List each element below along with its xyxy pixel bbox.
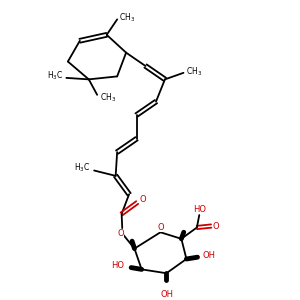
- Text: HO: HO: [111, 261, 124, 270]
- Text: H$_3$C: H$_3$C: [47, 69, 63, 82]
- Text: O: O: [213, 221, 220, 230]
- Text: CH$_3$: CH$_3$: [118, 11, 135, 24]
- Text: O: O: [139, 195, 146, 204]
- Text: OH: OH: [160, 290, 173, 298]
- Text: HO: HO: [193, 205, 206, 214]
- Text: CH$_3$: CH$_3$: [186, 65, 202, 78]
- Text: CH$_3$: CH$_3$: [100, 92, 117, 104]
- Text: O: O: [157, 223, 164, 232]
- Text: O: O: [117, 229, 124, 238]
- Text: H$_3$C: H$_3$C: [74, 162, 90, 174]
- Text: OH: OH: [203, 251, 216, 260]
